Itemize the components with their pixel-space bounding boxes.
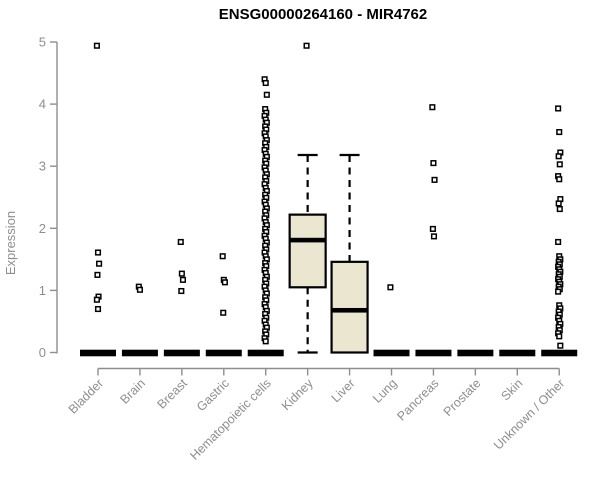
box-group-unknown-other [541,105,578,357]
y-tick-label: 2 [39,221,46,236]
outlier-point [430,160,437,167]
outlier-point [96,260,103,267]
outlier-point [429,104,436,111]
outlier-point [94,305,102,313]
x-tick-label-brain: Brain [118,376,149,407]
outlier-point [221,279,228,286]
x-tick-label-unknown-other: Unknown / Other [491,376,567,452]
x-tick-label-breast: Breast [155,376,191,412]
outlier-point [93,42,100,49]
box-group-skin [499,349,536,357]
collapsed-box-bar [247,349,284,357]
outlier-point [178,270,185,277]
outlier-point [94,249,102,256]
outlier-point [430,233,438,240]
outlier-point [179,276,187,283]
outlier-point [555,105,562,112]
median-line [331,307,368,313]
outlier-point [555,238,562,246]
outlier-point [136,286,143,293]
x-tick-label-liver: Liver [329,376,358,405]
box-rect [288,213,327,289]
box-group-gastric [205,253,242,357]
box-group-hematopoietic-cells [247,76,284,357]
x-tick-label-bladder: Bladder [66,376,106,416]
collapsed-box-bar [121,349,158,357]
x-tick-label-gastric: Gastric [194,376,232,414]
box-rect [330,260,369,354]
x-tick-label-hematopoietic-cells: Hematopoietic cells [187,376,274,463]
outlier-point [178,287,185,295]
box-group-liver [330,153,369,354]
outlier-point [177,238,184,246]
outlier-point [557,342,564,349]
box-group-kidney [288,42,327,354]
box-group-pancreas [415,104,452,357]
collapsed-box-bar [80,349,116,357]
y-tick-label: 3 [39,159,46,174]
x-tick-label-pancreas: Pancreas [394,376,441,423]
x-tick-label-kidney: Kidney [279,376,316,413]
y-axis-label: Expression [3,211,18,275]
x-tick-label-skin: Skin [498,376,525,403]
collapsed-box-bar [499,349,536,357]
outlier-point [93,296,100,303]
x-tick-label-lung: Lung [370,376,400,406]
y-tick-label: 1 [39,283,46,298]
collapsed-box-bar [163,349,200,357]
outlier-point [555,153,562,160]
collapsed-box-bar [457,349,494,357]
outlier-point [262,338,269,345]
x-tick-label-prostate: Prostate [441,376,484,419]
outlier-point [220,309,227,316]
box-group-brain [121,283,158,357]
collapsed-box-bar [205,349,242,357]
outlier-point [555,200,562,207]
outlier-point [263,91,270,98]
y-tick-label: 5 [39,35,46,50]
outlier-point [555,288,562,295]
outlier-point [219,253,226,260]
box-series [80,42,578,357]
y-tick-label: 0 [39,345,46,360]
collapsed-box-bar [541,349,578,357]
y-tick-label: 4 [39,97,46,112]
outlier-point [556,176,563,183]
box-group-lung [373,284,410,357]
collapsed-box-bar [373,349,410,357]
box-group-bladder [80,42,116,357]
collapsed-box-bar [415,349,452,357]
median-line [289,237,326,243]
box-group-breast [163,238,200,357]
box-group-prostate [457,349,494,357]
outlier-point [387,284,394,291]
outlier-point [431,176,438,183]
chart-title: ENSG00000264160 - MIR4762 [219,6,427,23]
outlier-point [556,128,563,136]
outlier-point [556,205,563,213]
outlier-point [556,333,563,340]
outlier-point [429,225,436,232]
outlier-point [303,42,310,49]
outlier-point [262,79,269,87]
outlier-point [556,161,563,168]
outlier-point [94,271,101,278]
